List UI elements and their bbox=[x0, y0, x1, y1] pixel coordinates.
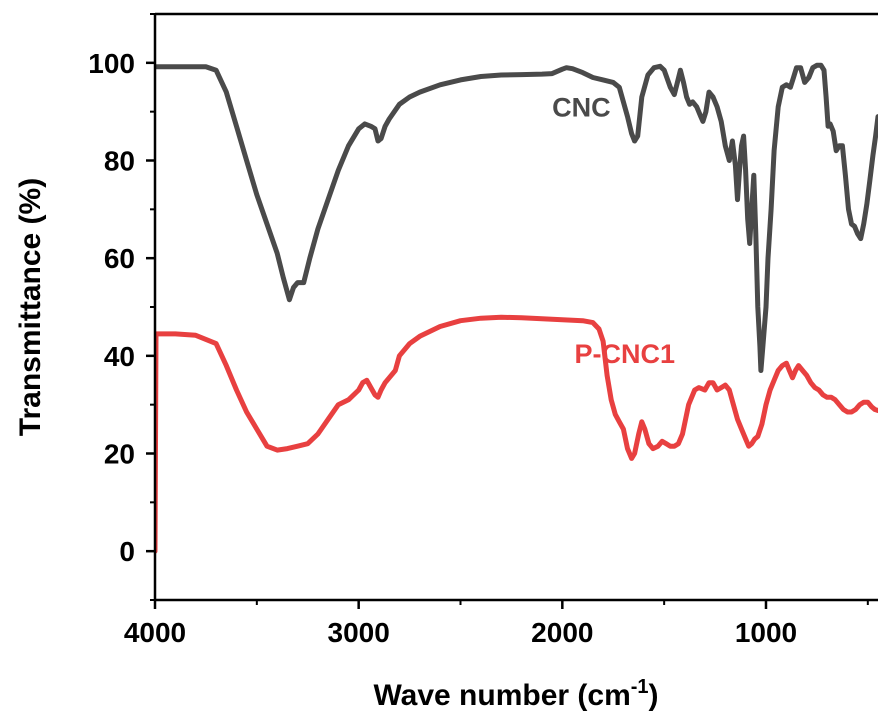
y-tick-label: 20 bbox=[104, 439, 135, 470]
labels-layer: 0 20 40 60 80 100 4000 3000 2000 1000 Wave number … bbox=[14, 48, 797, 712]
y-tick-label: 60 bbox=[104, 243, 135, 274]
axes-layer bbox=[146, 12, 878, 609]
y-tick-label: 80 bbox=[104, 146, 135, 177]
series-label-p-cnc1: P-CNC1 bbox=[575, 339, 676, 369]
x-tick-label: 4000 bbox=[124, 617, 186, 648]
x-tick-label: 2000 bbox=[531, 617, 593, 648]
x-tick-label: 3000 bbox=[328, 617, 390, 648]
y-tick-label: 0 bbox=[119, 536, 135, 567]
y-axis-title: Transmittance (%) bbox=[14, 178, 47, 436]
y-tick-label: 100 bbox=[88, 48, 135, 79]
series-label-cnc: CNC bbox=[552, 93, 611, 123]
series-line-cnc bbox=[155, 62, 878, 373]
y-tick-label: 40 bbox=[104, 341, 135, 372]
x-axis-title: Wave number (cm-1) bbox=[373, 676, 658, 712]
series-line-p-cnc1 bbox=[155, 314, 878, 554]
series-layer bbox=[155, 62, 878, 554]
x-tick-label: 1000 bbox=[735, 617, 797, 648]
